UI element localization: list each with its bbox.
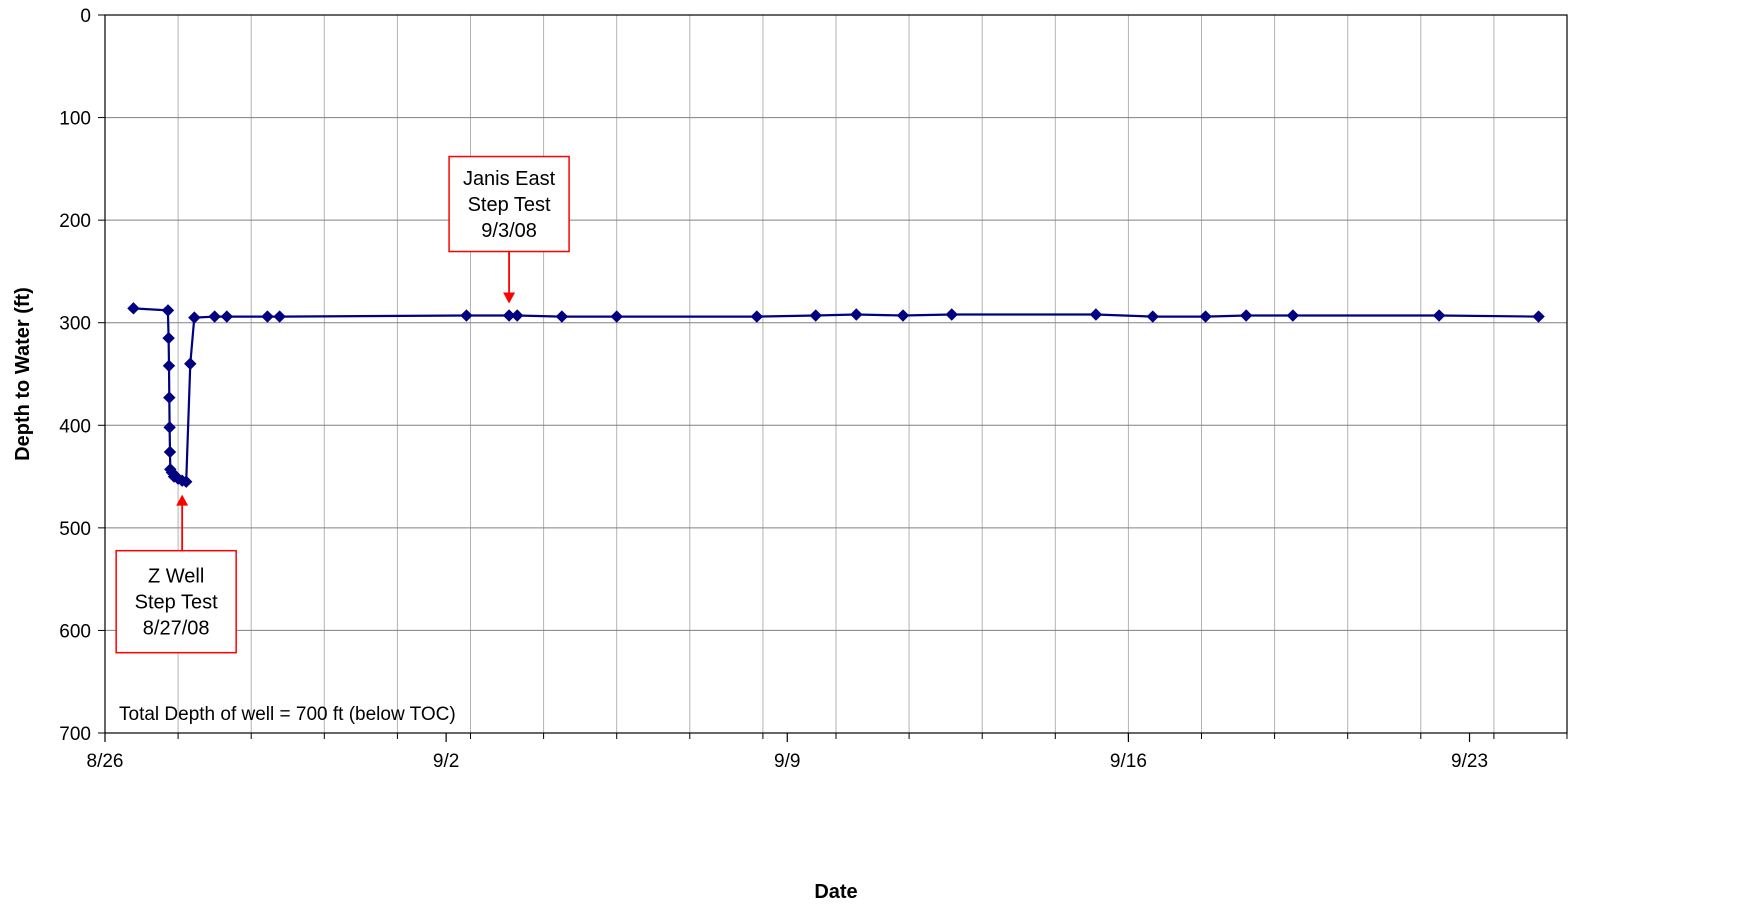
data-point-marker <box>502 309 516 322</box>
x-tick-label: 9/16 <box>1110 751 1147 772</box>
data-point-marker <box>273 310 286 323</box>
data-point-marker <box>945 308 958 321</box>
data-point-marker <box>750 310 764 323</box>
axes: 0 100 200 300 400 500 600 700 8/26 9/2 9/9 9/16 9/23 <box>59 6 1568 772</box>
y-axis-title: Depth to Water (ft) <box>12 287 34 461</box>
annotation-text-line: Step Test <box>135 592 218 614</box>
data-point-marker <box>555 310 569 323</box>
data-point-marker <box>161 304 175 317</box>
data-point-marker <box>162 331 175 345</box>
annotation-callout: Z Well Step Test 8/27/08 <box>115 494 237 654</box>
data-point-marker <box>208 310 221 323</box>
y-tick-label: 100 <box>59 109 91 130</box>
data-point-marker <box>162 359 176 373</box>
data-series <box>127 302 1545 488</box>
data-point-marker <box>1239 309 1253 322</box>
annotation-text-line: 8/27/08 <box>143 618 210 640</box>
data-point-marker <box>850 308 863 321</box>
data-point-marker <box>261 310 274 323</box>
annotation-text-line: Step Test <box>468 194 551 216</box>
data-point-marker <box>127 302 140 315</box>
y-tick-label: 300 <box>59 314 91 335</box>
x-tick-label: 9/9 <box>774 751 800 772</box>
data-point-marker <box>1432 309 1446 322</box>
y-tick-label: 700 <box>59 724 91 745</box>
y-tick-label: 0 <box>80 6 91 27</box>
annotation-text-line: 9/3/08 <box>481 220 537 242</box>
data-point-marker <box>163 391 176 404</box>
x-axis-title: Date <box>814 881 857 903</box>
annotation-text-line: Janis East <box>463 168 556 190</box>
data-point-marker <box>184 357 197 370</box>
annotation-arrowhead <box>176 494 189 506</box>
data-point-marker <box>809 309 822 322</box>
x-tick-label: 9/23 <box>1451 751 1488 772</box>
data-point-marker <box>1532 310 1545 323</box>
y-tick-label: 500 <box>59 519 91 540</box>
y-tick-label: 200 <box>59 211 91 232</box>
data-point-marker <box>896 309 910 322</box>
data-point-marker <box>460 309 473 322</box>
data-point-marker <box>163 445 177 459</box>
data-point-marker <box>1146 310 1159 323</box>
annotation-callout: Janis East Step Test 9/3/08 <box>448 155 570 304</box>
data-point-marker <box>180 475 193 488</box>
data-point-marker <box>1286 309 1300 322</box>
annotation-arrowhead <box>503 292 516 304</box>
data-point-marker <box>610 310 623 323</box>
data-point-marker <box>1089 308 1103 321</box>
annotation-box <box>448 155 570 253</box>
annotation-box <box>115 549 237 654</box>
data-point-marker <box>1199 310 1212 323</box>
x-tick-label: 8/26 <box>87 751 124 772</box>
y-tick-label: 400 <box>59 416 91 437</box>
annotation-text-line: Z Well <box>148 566 204 588</box>
data-point-marker <box>220 310 234 323</box>
data-point-marker <box>510 309 524 322</box>
y-tick-label: 600 <box>59 621 91 642</box>
annotations: Janis East Step Test 9/3/08 Z Well Step Test… <box>115 155 570 654</box>
gridlines <box>105 15 1567 733</box>
x-tick-label: 9/2 <box>433 751 459 772</box>
data-point-marker <box>188 311 201 324</box>
total-depth-note: Total Depth of well = 700 ft (below TOC) <box>119 704 456 725</box>
data-point-marker <box>163 421 176 434</box>
